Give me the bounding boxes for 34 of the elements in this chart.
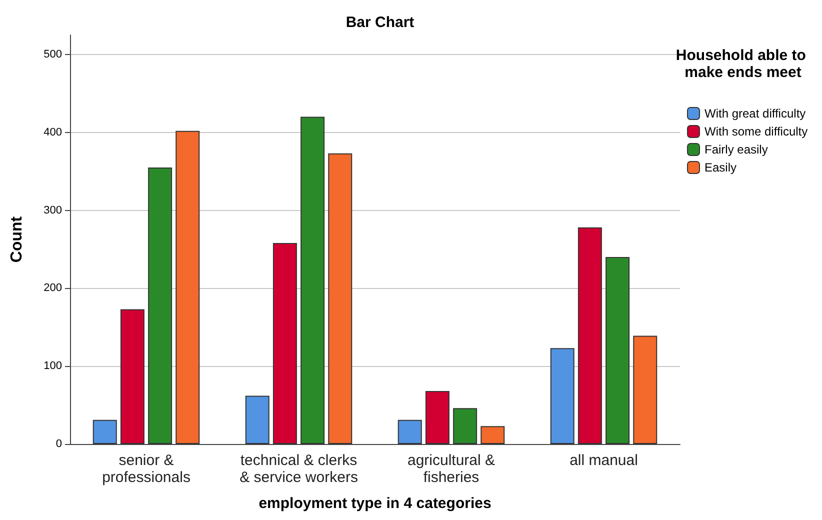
bar: [148, 167, 172, 444]
bar: [578, 227, 602, 444]
legend-label: Fairly easily: [704, 142, 768, 156]
bar: [633, 336, 658, 444]
y-tick-label: 200: [44, 282, 62, 294]
bar: [245, 396, 270, 444]
bar: [92, 420, 117, 444]
legend-title: Household able to make ends meet: [676, 47, 810, 81]
x-axis-title: employment type in 4 categories: [258, 495, 492, 512]
legend-label: With some difficulty: [704, 124, 808, 138]
bar: [120, 309, 144, 444]
x-tick-label: agricultural & fisheries: [407, 452, 496, 486]
bar: [550, 348, 574, 444]
x-tick-label: all manual: [570, 452, 638, 469]
bar: [606, 257, 630, 444]
bar: [398, 420, 422, 444]
bar: [300, 116, 325, 444]
y-tick-label: 400: [44, 126, 62, 138]
bar: [425, 391, 450, 444]
x-tick-label: technical & clerks & service workers: [240, 452, 358, 486]
legend-label: With great difficulty: [704, 106, 806, 120]
bar: [328, 153, 352, 444]
bar: [272, 243, 297, 444]
bar: [480, 426, 505, 444]
legend-label: Easily: [704, 160, 737, 174]
x-tick-label: senior & professionals: [102, 452, 190, 486]
y-axis-title: Count: [8, 216, 26, 263]
y-tick-label: 500: [44, 48, 62, 60]
y-tick-label: 100: [44, 360, 62, 372]
y-tick-label: 0: [56, 438, 62, 450]
bar: [453, 408, 478, 444]
bar: [176, 130, 200, 444]
y-tick-label: 300: [44, 204, 62, 216]
chart-title: Bar Chart: [346, 14, 414, 31]
